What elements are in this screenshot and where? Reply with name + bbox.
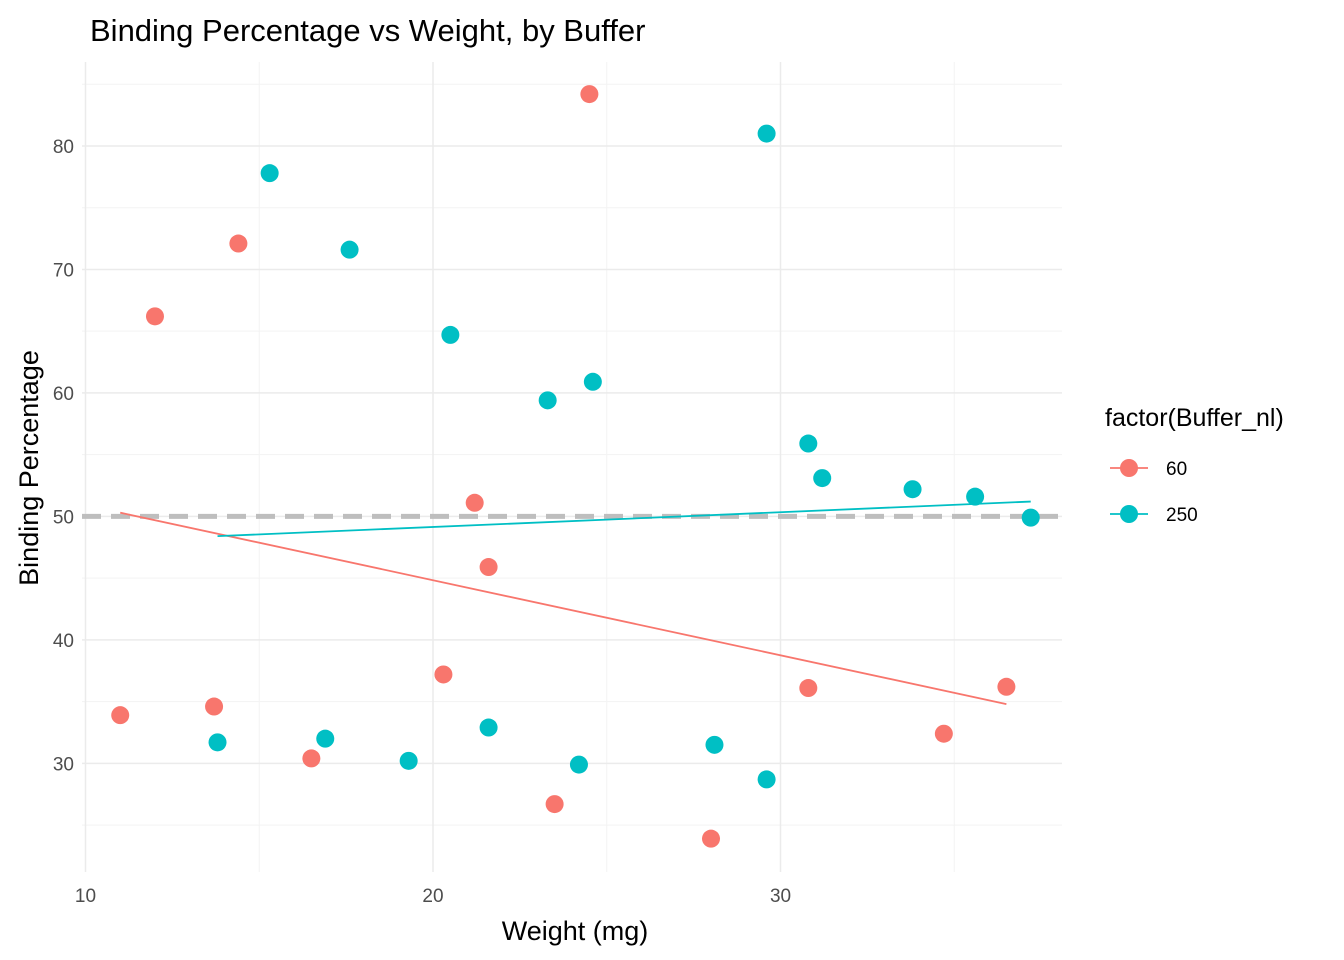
y-tick-label: 80 (53, 137, 74, 158)
trend-lines (120, 500, 1031, 705)
data-point (208, 733, 227, 752)
data-point (580, 85, 599, 104)
y-axis-title: Binding Percentage (14, 350, 44, 586)
data-point (205, 697, 224, 716)
data-point (465, 493, 484, 512)
data-point (340, 240, 359, 259)
chart-title: Binding Percentage vs Weight, by Buffer (90, 13, 645, 48)
legend: factor(Buffer_nl) 60 250 (1105, 404, 1284, 526)
legend-items: 60 250 (1110, 459, 1198, 526)
data-point (903, 480, 922, 499)
data-point (799, 679, 818, 698)
data-point (1021, 508, 1040, 527)
y-tick-label: 70 (53, 260, 74, 281)
data-points (111, 85, 1040, 848)
data-point (111, 706, 130, 725)
trend-line (120, 511, 1007, 705)
y-tick-label: 40 (53, 631, 74, 652)
data-point (145, 307, 164, 326)
data-point (545, 795, 564, 814)
data-point (702, 829, 721, 848)
y-tick-label: 30 (53, 754, 74, 775)
data-point (757, 770, 776, 789)
legend-key-point (1120, 505, 1138, 523)
y-tick-label: 60 (53, 384, 74, 405)
data-point (538, 391, 557, 410)
data-point (934, 724, 953, 743)
data-point (479, 558, 498, 577)
x-tick-label: 10 (75, 886, 96, 907)
data-point (302, 749, 321, 768)
legend-title: factor(Buffer_nl) (1105, 404, 1284, 432)
major-gridlines (82, 62, 1062, 872)
data-point (799, 434, 818, 453)
x-axis-title: Weight (mg) (502, 916, 649, 946)
data-point (399, 751, 418, 770)
trend-line (217, 500, 1031, 538)
data-point (757, 124, 776, 143)
data-point (966, 487, 985, 506)
data-point (705, 735, 724, 754)
x-tick-label: 20 (422, 886, 443, 907)
y-tick-label: 50 (53, 507, 74, 528)
y-axis-ticks: 30 40 50 60 70 80 (53, 137, 74, 775)
data-point (229, 234, 248, 253)
data-point (260, 164, 279, 183)
plot-panel (82, 62, 1062, 872)
legend-key-point (1120, 459, 1138, 477)
data-point (997, 677, 1016, 696)
minor-gridlines (82, 62, 1062, 872)
data-point (441, 325, 460, 344)
x-tick-label: 30 (770, 886, 791, 907)
data-point (813, 469, 832, 488)
legend-label: 60 (1166, 459, 1187, 480)
data-point (434, 665, 453, 684)
data-point (316, 729, 335, 748)
data-point (569, 755, 588, 774)
data-point (479, 718, 498, 737)
legend-label: 250 (1166, 505, 1198, 526)
data-point (583, 372, 602, 391)
x-axis-ticks: 10 20 30 (75, 886, 791, 907)
